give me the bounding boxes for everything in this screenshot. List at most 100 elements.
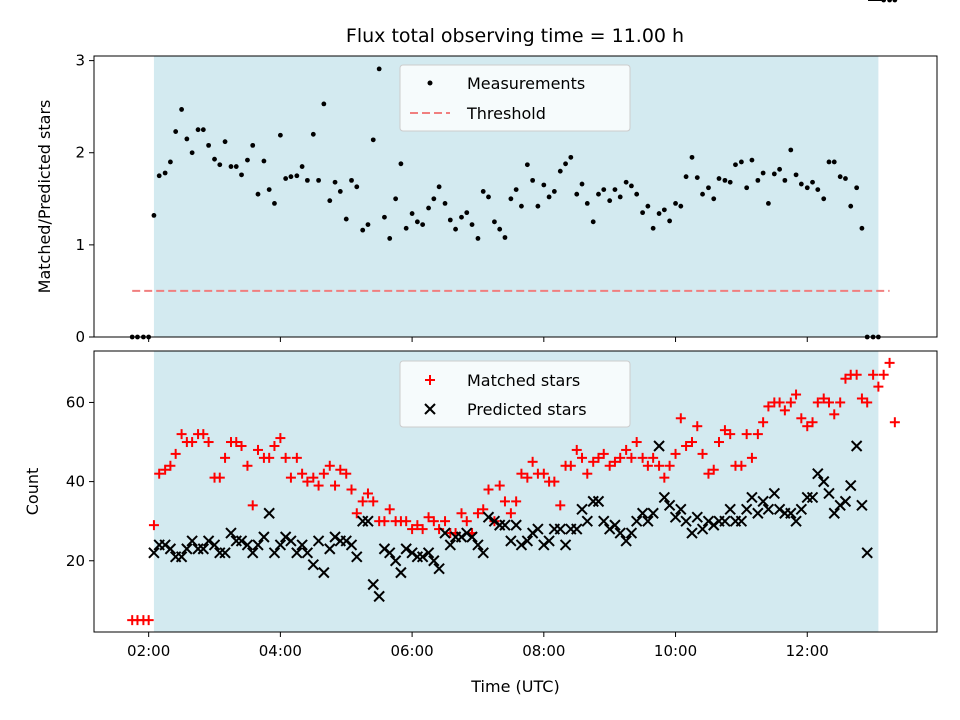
predicted-star-point [225, 527, 237, 539]
predicted-star-point [235, 535, 248, 547]
measurement-point [584, 201, 590, 206]
measurement-point [744, 185, 750, 191]
predicted-star-point [625, 527, 638, 539]
predicted-star-point [806, 491, 819, 504]
matched-star-point [796, 413, 807, 424]
measurement-point [475, 236, 481, 241]
measurement-point [255, 191, 261, 197]
measurement-point [277, 132, 283, 138]
predicted-star-point [208, 539, 221, 551]
predicted-star-point [598, 515, 610, 527]
measurement-point [667, 218, 673, 224]
measurement-point [579, 181, 585, 187]
measurement-point [332, 179, 338, 185]
measurement-point [403, 225, 409, 231]
measurement-point [294, 173, 300, 179]
bottom-legend-box [399, 360, 631, 428]
predicted-star-point [416, 551, 429, 563]
predicted-star-point [620, 535, 632, 547]
predicted-star-point [389, 555, 402, 567]
top-x-ticks [148, 337, 808, 342]
matched-star-point [483, 484, 494, 495]
measurement-point [486, 194, 491, 200]
measurement-point [365, 222, 371, 228]
matched-star-point [878, 369, 889, 380]
matched-star-point [407, 524, 418, 535]
predicted-star-point [285, 535, 297, 547]
predicted-star-point [663, 499, 676, 512]
predicted-star-point [818, 475, 830, 488]
predicted-star-point [181, 543, 193, 555]
matched-star-point [428, 516, 439, 527]
matched-star-point [242, 460, 253, 471]
matched-star-point [779, 405, 790, 416]
matched-star-point [752, 429, 763, 440]
matched-star-point [231, 437, 242, 448]
measurement-point [854, 185, 860, 191]
matched-star-point [763, 401, 774, 412]
matched-star-point [362, 488, 373, 499]
matched-star-point [697, 448, 708, 459]
measurement-point [492, 219, 497, 225]
measurement-point [156, 173, 162, 179]
measurement-point [431, 196, 437, 202]
measurement-point [447, 217, 453, 223]
predicted-star-point [768, 487, 781, 500]
predicted-star-point [515, 539, 528, 551]
matched-star-point [692, 421, 703, 432]
predicted-star-point [148, 547, 160, 559]
matched-star-point [346, 484, 357, 495]
measurement-point [749, 157, 755, 163]
measurement-point [288, 174, 294, 180]
measurement-point [711, 196, 717, 202]
matched-star-point [330, 480, 341, 491]
matched-star-point [741, 429, 752, 440]
measurement-point [810, 179, 815, 185]
matched-star-point [341, 468, 352, 479]
measurement-point [859, 225, 865, 231]
predicted-star-point [592, 495, 605, 508]
matched-star-point [275, 433, 286, 444]
predicted-star-point [384, 547, 396, 559]
matched-star-point [499, 496, 510, 507]
measurement-point [788, 147, 794, 153]
predicted-star-point [576, 503, 588, 516]
measurement-point [733, 162, 738, 168]
matched-star-point [538, 468, 549, 479]
x-tick-label: 02:00 [127, 642, 170, 660]
predicted-star-point [790, 515, 802, 527]
measurement-point [678, 203, 684, 209]
measurement-point [212, 156, 217, 162]
predicted-star-point [571, 523, 583, 535]
matched-star-point [379, 516, 390, 527]
measurement-point [716, 176, 722, 181]
matched-star-point [862, 397, 873, 408]
predicted-star-point [795, 503, 808, 516]
measurement-point [195, 127, 201, 133]
measurement-point [349, 177, 354, 183]
matched-star-point [220, 452, 231, 463]
predicted-star-point [505, 535, 517, 547]
x-tick-label: 08:00 [522, 642, 565, 660]
predicted-star-point [345, 539, 358, 551]
matched-star-point [571, 444, 582, 455]
matched-star-point [659, 472, 670, 483]
matched-star-point [176, 429, 187, 440]
measurement-point [162, 170, 168, 176]
predicted-star-point [609, 519, 621, 531]
matched-star-point [714, 437, 725, 448]
measurement-point [409, 211, 415, 216]
top-y-tick-label: 3 [75, 52, 85, 70]
predicted-star-point [164, 543, 177, 555]
measurement-point [766, 201, 771, 206]
measurement-point [360, 227, 366, 233]
measurement-point [393, 196, 399, 202]
matched-star-point [725, 429, 736, 440]
matched-star-point [565, 460, 576, 471]
predicted-star-point [312, 535, 325, 547]
predicted-star-point [318, 566, 330, 579]
matched-star-point [621, 444, 632, 455]
measurement-point [656, 211, 662, 216]
top-y-tick-label: 1 [75, 236, 85, 254]
